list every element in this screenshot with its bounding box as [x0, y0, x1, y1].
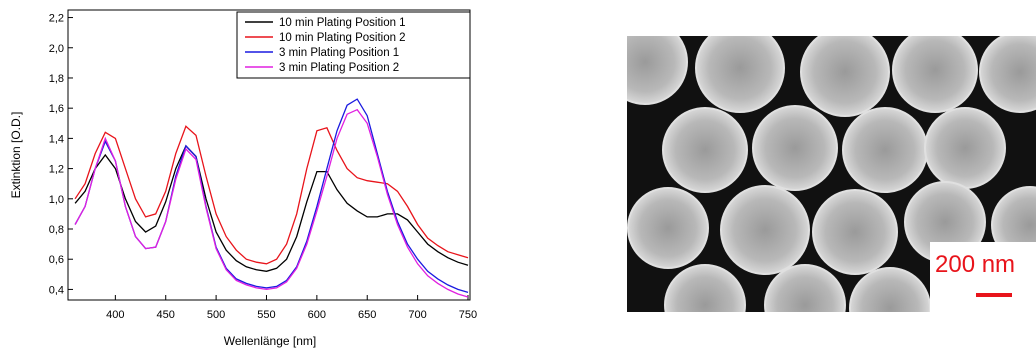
y-tick-label: 1,4 — [49, 133, 64, 145]
x-tick-label: 750 — [459, 309, 477, 321]
y-tick-label: 1,8 — [49, 73, 64, 85]
x-tick-label: 500 — [207, 309, 225, 321]
series-line — [74, 125, 469, 265]
sem-image: 200 nm — [627, 36, 1036, 312]
legend-label: 10 min Plating Position 2 — [279, 32, 406, 44]
series-line — [74, 108, 469, 298]
legend-box — [236, 11, 471, 79]
y-axis-label: Extinktion [O.D.] — [9, 112, 23, 199]
y-tick-label: 1,2 — [49, 164, 64, 176]
legend-label: 3 min Plating Position 1 — [279, 47, 399, 59]
x-axis-label: Wellenlänge [nm] — [224, 334, 317, 348]
y-tick-label: 1,6 — [49, 103, 64, 115]
x-tick-label: 400 — [106, 309, 124, 321]
plot-lines — [74, 98, 469, 298]
y-tick-label: 0,8 — [49, 224, 64, 236]
plot-frame — [67, 9, 471, 301]
legend-label: 3 min Plating Position 2 — [279, 62, 399, 74]
series-line — [74, 144, 469, 272]
x-tick-label: 450 — [157, 309, 175, 321]
scale-bar-label: 200 nm — [935, 251, 1015, 278]
x-tick-label: 600 — [308, 309, 326, 321]
x-tick-label: 550 — [257, 309, 275, 321]
y-tick-label: 2,0 — [49, 43, 64, 55]
x-tick-label: 700 — [408, 309, 426, 321]
x-tick-label: 650 — [358, 309, 376, 321]
y-tick-label: 0,6 — [49, 254, 64, 266]
y-tick-label: 0,4 — [49, 284, 64, 296]
scale-bar — [976, 293, 1012, 297]
legend-label: 10 min Plating Position 1 — [279, 17, 406, 29]
y-tick-label: 1,0 — [49, 194, 64, 206]
y-tick-label: 2,2 — [49, 13, 64, 25]
